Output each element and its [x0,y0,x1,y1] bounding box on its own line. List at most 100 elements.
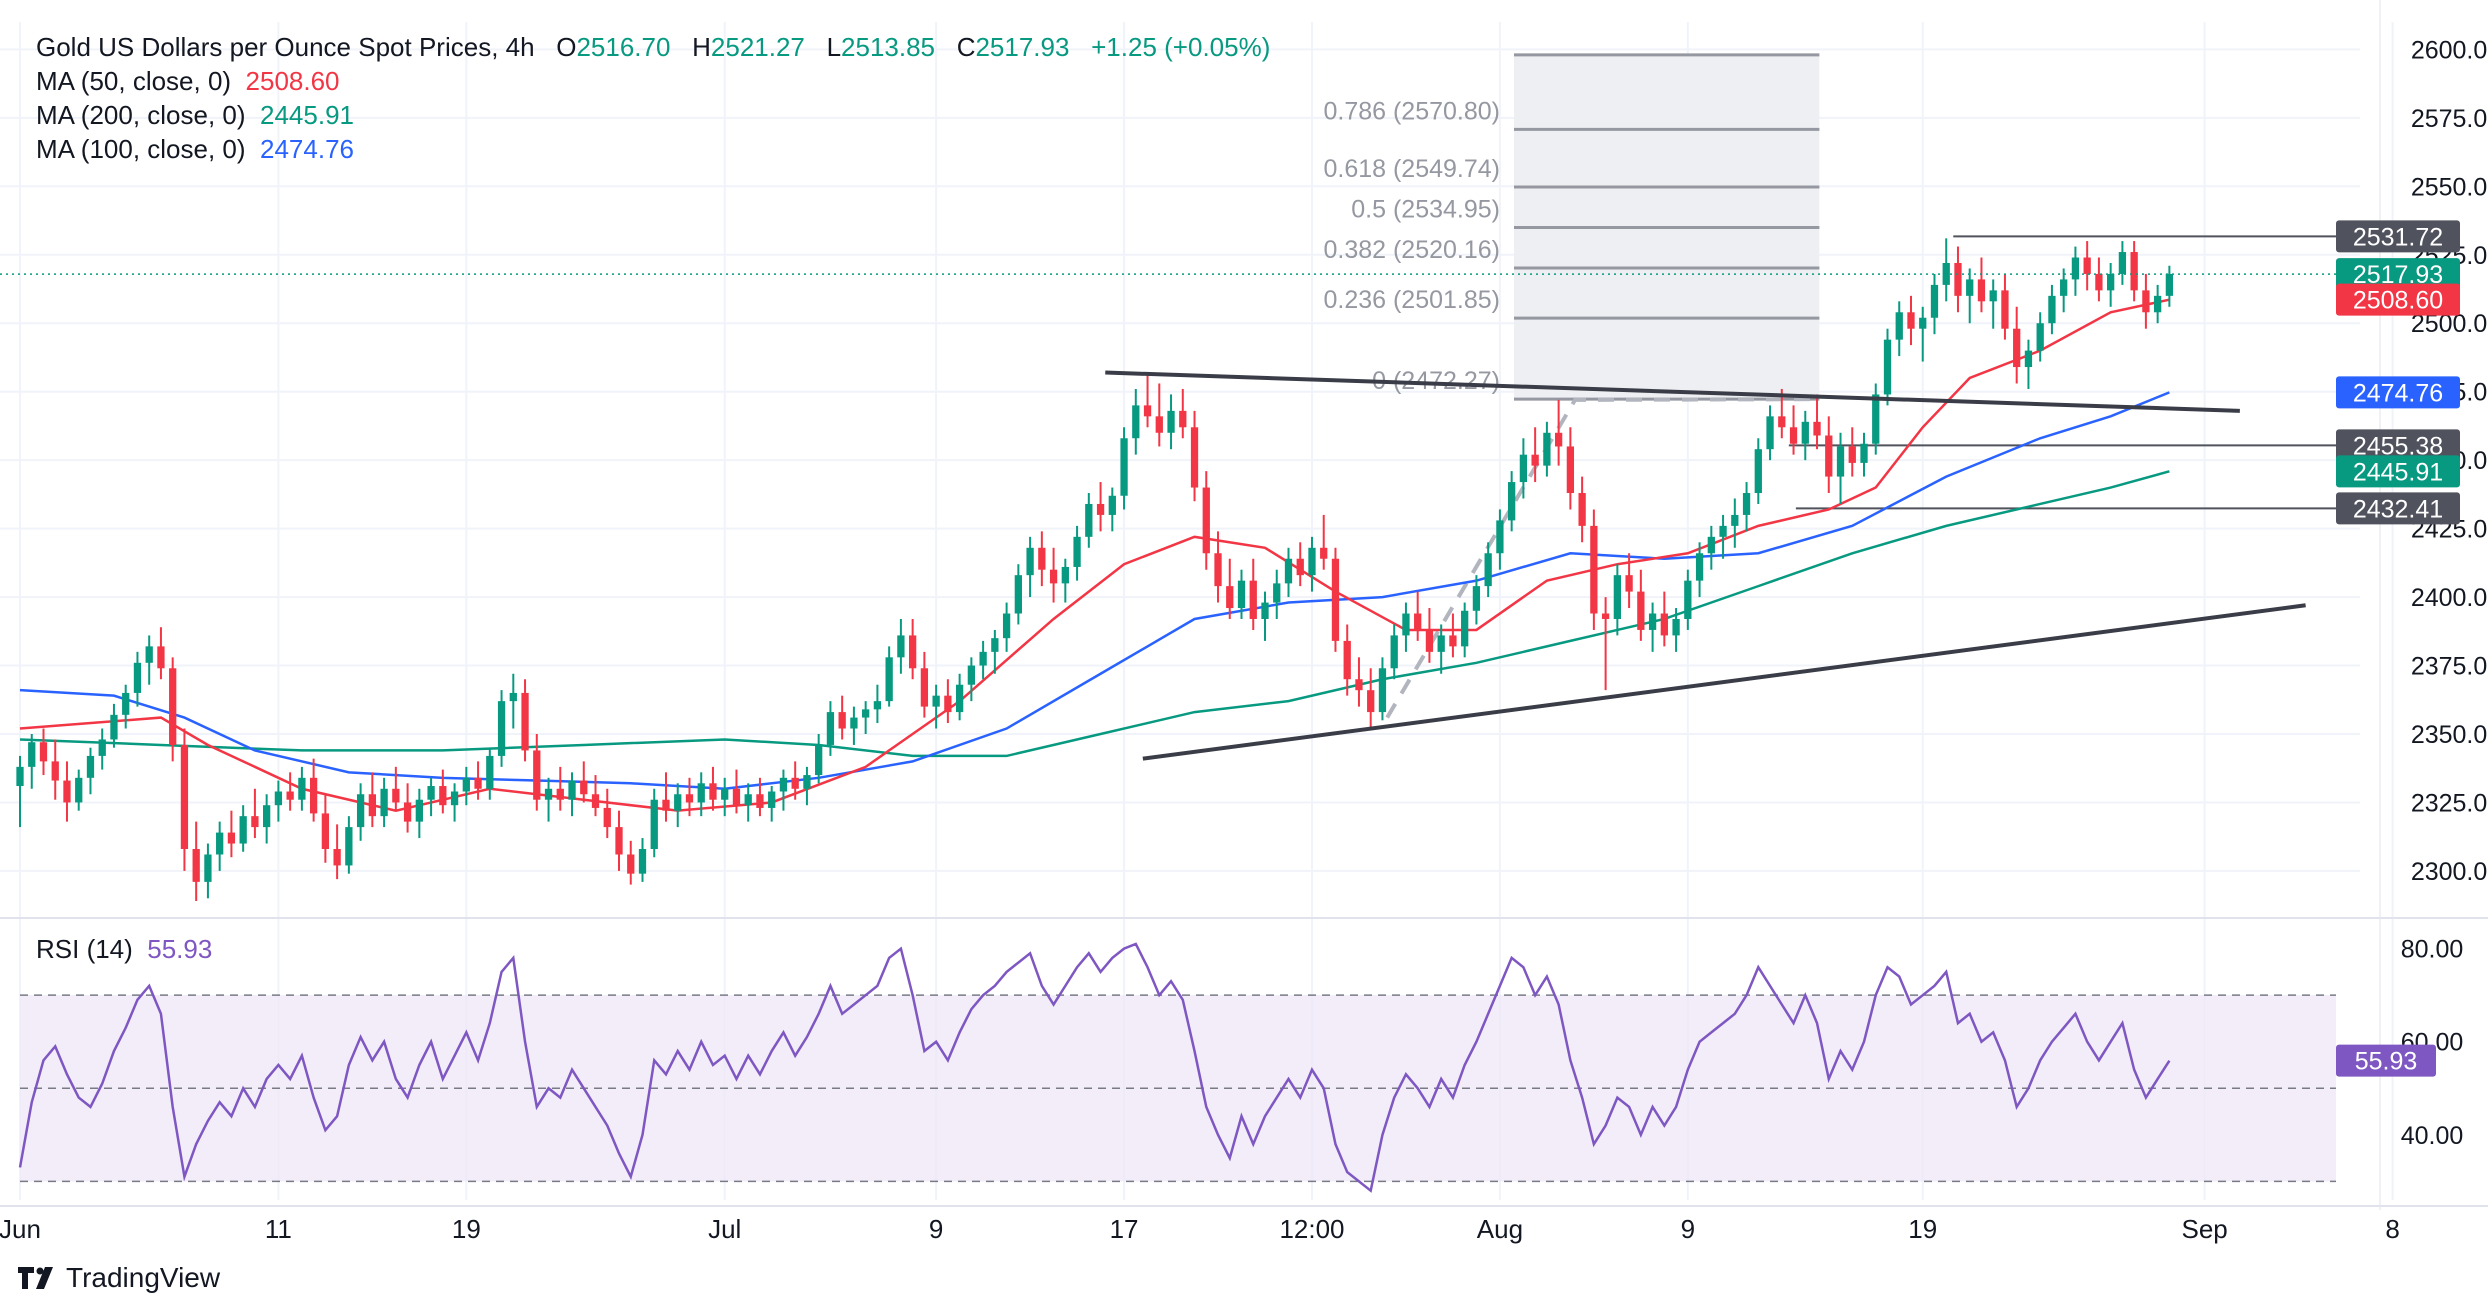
candle-body [1660,613,1668,636]
candle [1919,306,1927,362]
candle [1801,410,1809,461]
time-tick-label: 11 [265,1214,292,1244]
candle [1214,531,1222,603]
ma50-legend[interactable]: MA (50, close, 0) 2508.60 [36,64,1270,98]
candle-body [1966,279,1974,296]
candle [615,810,623,871]
rsi-tick-label: 80.00 [2401,936,2464,964]
candle-body [2083,257,2091,274]
candle-body [380,788,388,817]
candle [1648,602,1657,652]
candle [627,840,635,885]
candle-body [1049,569,1058,584]
candle [39,728,48,776]
candle-body [1543,432,1551,466]
candle [1719,514,1727,559]
candle [86,747,95,795]
candle [63,761,71,822]
ma200-legend[interactable]: MA (200, close, 0) 2445.91 [36,98,1270,132]
trendlines[interactable] [1105,370,2306,761]
candle-body [1989,290,1997,302]
candle-body [16,766,24,787]
fib-level-label: 0.618 (2549.74) [1323,155,1500,183]
candle-body [850,717,858,729]
candle [1402,602,1410,652]
candle-body [1472,586,1481,611]
candle-body [2036,323,2044,351]
candle [955,673,964,721]
candle [1860,432,1868,477]
candle [897,618,905,674]
candle-body [1942,262,1950,285]
candle-body [1437,635,1445,652]
candle-body [862,709,870,718]
candle [1108,487,1116,532]
fib-level-label: 0.382 (2520.16) [1323,236,1500,264]
ma100-label: MA (100, close, 0) [36,134,246,164]
fibonacci-retracement[interactable]: 0.786 (2570.80) 0.618 (2549.74) 0.5 (2534.… [1323,53,1820,719]
candle-body [1061,566,1069,584]
candle [1331,547,1340,652]
price-badge: 2508.60 [2336,283,2460,316]
candle [16,755,24,828]
candle [1601,597,1610,691]
time-tick-label: 17 [1110,1214,1139,1244]
candle [110,703,118,748]
candle-body [1096,503,1105,515]
ma50-path [19,298,2170,812]
candle [803,766,811,806]
candle [1590,509,1598,630]
candle [1519,438,1528,499]
candle-body [674,794,682,811]
candle-body [204,854,212,882]
candle [1954,246,1962,313]
candle [909,618,917,680]
ma100-legend[interactable]: MA (100, close, 0) 2474.76 [36,132,1270,166]
candle [2024,339,2033,389]
candle-body [779,777,788,792]
candle [403,783,412,833]
candle [1825,416,1833,494]
candle [662,772,670,822]
candle [1190,410,1199,502]
rsi-pane [18,942,2336,1193]
candle-body [75,777,83,803]
symbol-title[interactable]: Gold US Dollars per Ounce Spot Prices, 4… [36,32,535,62]
candle-body [2048,295,2056,324]
candle-body [979,651,987,666]
candle [1895,301,1903,357]
candle [862,701,870,734]
candle-body [909,635,917,669]
candle [1449,613,1457,658]
rsi-legend[interactable]: RSI (14) 55.93 [36,934,212,965]
candle-body [1872,394,1880,444]
candle [1390,624,1398,680]
candle [216,821,224,871]
candle-body [1684,580,1692,619]
candle-body [1378,668,1387,713]
rsi-badge: 55.93 [2336,1044,2436,1077]
tradingview-logo[interactable]: TradingView [18,1262,220,1294]
candle [1942,238,1950,302]
candle-body [1367,690,1375,713]
candle-body [192,849,200,882]
candle-body [2001,290,2009,329]
candle [580,761,588,803]
time-axis[interactable]: Jun 11 19 Jul 9 17 12:00 Aug 9 19 Sep 8 [0,1205,2488,1244]
candle-body [1707,536,1715,554]
candle [932,684,940,729]
candle [227,810,236,858]
candle-body [1190,427,1199,488]
candle [1836,432,1845,504]
price-badge-bg [2336,455,2460,488]
candle-body [1907,312,1915,329]
price-badge: 2445.91 [2336,455,2460,488]
candle-body [627,854,635,874]
candle [145,635,153,685]
candle-body [2165,273,2174,296]
candle [2060,268,2068,313]
candle-body [474,777,482,789]
candle [1883,328,1892,406]
